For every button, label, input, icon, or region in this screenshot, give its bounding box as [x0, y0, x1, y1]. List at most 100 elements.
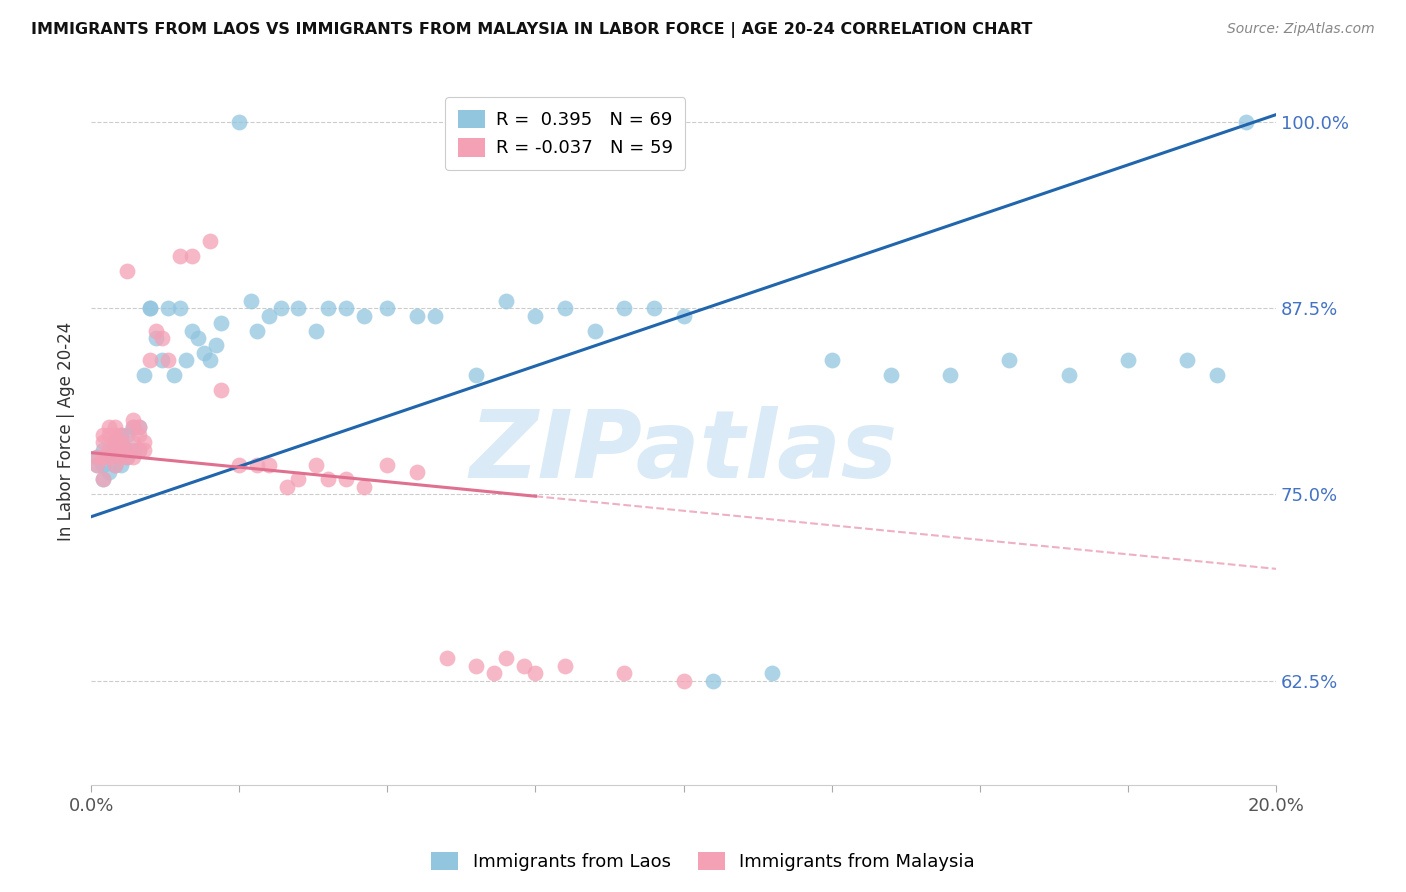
Point: [110, 435, 132, 450]
Point: [91, 442, 114, 457]
Point: [613, 301, 636, 316]
Point: [115, 442, 138, 457]
Point: [1234, 115, 1257, 129]
Point: [643, 301, 665, 316]
Point: [121, 413, 143, 427]
Point: [1205, 368, 1227, 383]
Point: [150, 353, 173, 368]
Point: [880, 368, 903, 383]
Point: [554, 658, 576, 673]
Point: [270, 301, 292, 316]
Point: [115, 264, 138, 278]
Point: [110, 458, 132, 472]
Point: [998, 353, 1021, 368]
Point: [211, 316, 233, 330]
Point: [139, 353, 162, 368]
Point: [104, 420, 127, 434]
Point: [353, 309, 375, 323]
Point: [702, 673, 724, 688]
Point: [115, 442, 138, 457]
Point: [128, 420, 150, 434]
Point: [86, 458, 108, 472]
Point: [128, 427, 150, 442]
Point: [104, 427, 127, 442]
Point: [246, 458, 269, 472]
Point: [377, 301, 399, 316]
Point: [482, 666, 505, 681]
Point: [305, 458, 328, 472]
Point: [1057, 368, 1080, 383]
Point: [128, 442, 150, 457]
Point: [672, 673, 695, 688]
Point: [121, 450, 143, 465]
Point: [157, 301, 180, 316]
Point: [134, 435, 156, 450]
Point: [495, 651, 517, 665]
Point: [104, 442, 127, 457]
Text: Source: ZipAtlas.com: Source: ZipAtlas.com: [1227, 22, 1375, 37]
Point: [157, 353, 180, 368]
Point: [1175, 353, 1198, 368]
Point: [121, 420, 143, 434]
Point: [613, 666, 636, 681]
Point: [139, 301, 162, 316]
Point: [104, 458, 127, 472]
Point: [97, 450, 120, 465]
Point: [436, 651, 458, 665]
Point: [1116, 353, 1139, 368]
Point: [97, 450, 120, 465]
Point: [121, 442, 143, 457]
Point: [228, 115, 250, 129]
Point: [353, 480, 375, 494]
Legend: Immigrants from Laos, Immigrants from Malaysia: Immigrants from Laos, Immigrants from Ma…: [423, 845, 983, 879]
Point: [121, 435, 143, 450]
Point: [110, 435, 132, 450]
Point: [145, 331, 167, 345]
Point: [287, 473, 309, 487]
Point: [583, 324, 606, 338]
Point: [134, 442, 156, 457]
Point: [316, 473, 339, 487]
Point: [672, 309, 695, 323]
Point: [180, 324, 202, 338]
Point: [121, 420, 143, 434]
Point: [174, 353, 197, 368]
Point: [104, 442, 127, 457]
Point: [139, 301, 162, 316]
Point: [97, 427, 120, 442]
Point: [204, 338, 226, 352]
Point: [465, 368, 488, 383]
Point: [406, 465, 429, 479]
Point: [115, 427, 138, 442]
Point: [524, 666, 547, 681]
Legend: R =  0.395   N = 69, R = -0.037   N = 59: R = 0.395 N = 69, R = -0.037 N = 59: [444, 97, 685, 170]
Point: [276, 480, 298, 494]
Text: IMMIGRANTS FROM LAOS VS IMMIGRANTS FROM MALAYSIA IN LABOR FORCE | AGE 20-24 CORR: IMMIGRANTS FROM LAOS VS IMMIGRANTS FROM …: [31, 22, 1032, 38]
Point: [335, 473, 357, 487]
Point: [91, 458, 114, 472]
Point: [97, 420, 120, 434]
Point: [115, 450, 138, 465]
Point: [821, 353, 844, 368]
Point: [97, 465, 120, 479]
Point: [110, 427, 132, 442]
Point: [91, 473, 114, 487]
Point: [110, 450, 132, 465]
Point: [91, 435, 114, 450]
Point: [305, 324, 328, 338]
Point: [150, 331, 173, 345]
Point: [198, 234, 221, 248]
Y-axis label: In Labor Force | Age 20-24: In Labor Force | Age 20-24: [58, 321, 75, 541]
Point: [91, 427, 114, 442]
Point: [115, 450, 138, 465]
Point: [187, 331, 209, 345]
Point: [423, 309, 446, 323]
Point: [512, 658, 534, 673]
Point: [939, 368, 962, 383]
Point: [335, 301, 357, 316]
Point: [104, 435, 127, 450]
Point: [128, 420, 150, 434]
Point: [554, 301, 576, 316]
Point: [86, 450, 108, 465]
Point: [316, 301, 339, 316]
